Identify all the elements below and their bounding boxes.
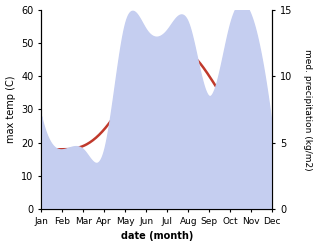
X-axis label: date (month): date (month) <box>121 231 193 242</box>
Y-axis label: max temp (C): max temp (C) <box>5 76 16 143</box>
Y-axis label: med. precipitation (kg/m2): med. precipitation (kg/m2) <box>303 49 313 170</box>
